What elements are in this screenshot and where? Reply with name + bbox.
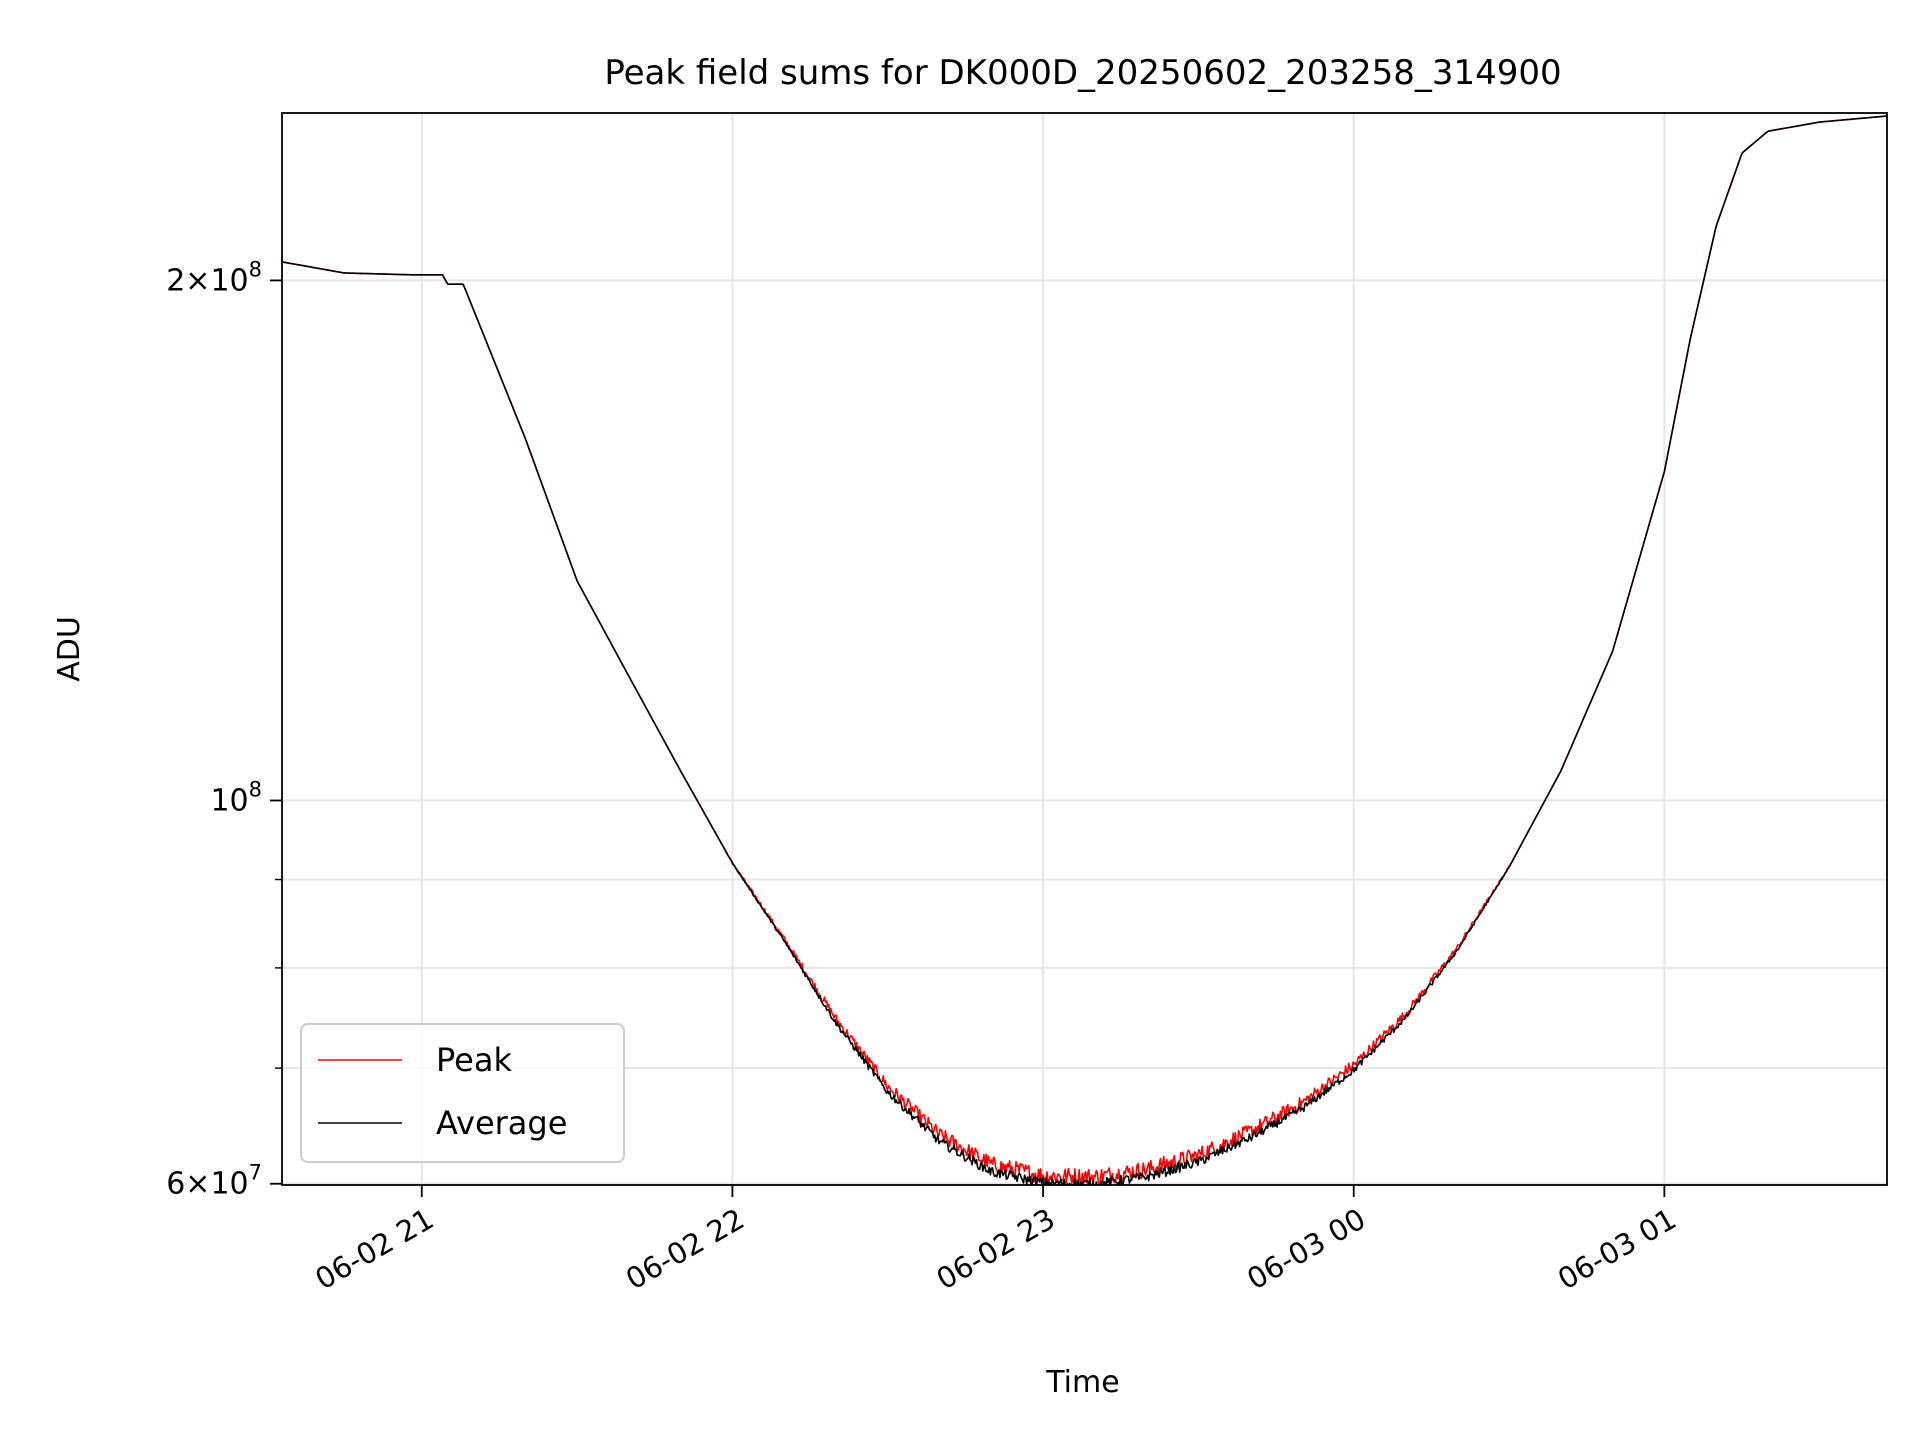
series-line-average	[282, 115, 1887, 1185]
series-group	[282, 115, 1887, 1185]
y-axis-label: ADU	[52, 616, 87, 682]
legend-label: Peak	[436, 1041, 512, 1079]
y-axis-ticks: 6×107 108 2×108	[166, 257, 282, 1202]
y-tick-label: 2×108	[166, 257, 262, 298]
legend-label: Average	[436, 1104, 567, 1142]
y-tick-label: 108	[210, 777, 262, 818]
x-axis-label: Time	[1045, 1365, 1119, 1400]
legend: Peak Average	[300, 1023, 625, 1163]
chart-title: Peak field sums for DK000D_20250602_2032…	[604, 53, 1561, 93]
plot-frame	[281, 112, 1888, 1186]
legend-box	[300, 1023, 625, 1163]
y-tick-label: 6×107	[166, 1161, 262, 1202]
